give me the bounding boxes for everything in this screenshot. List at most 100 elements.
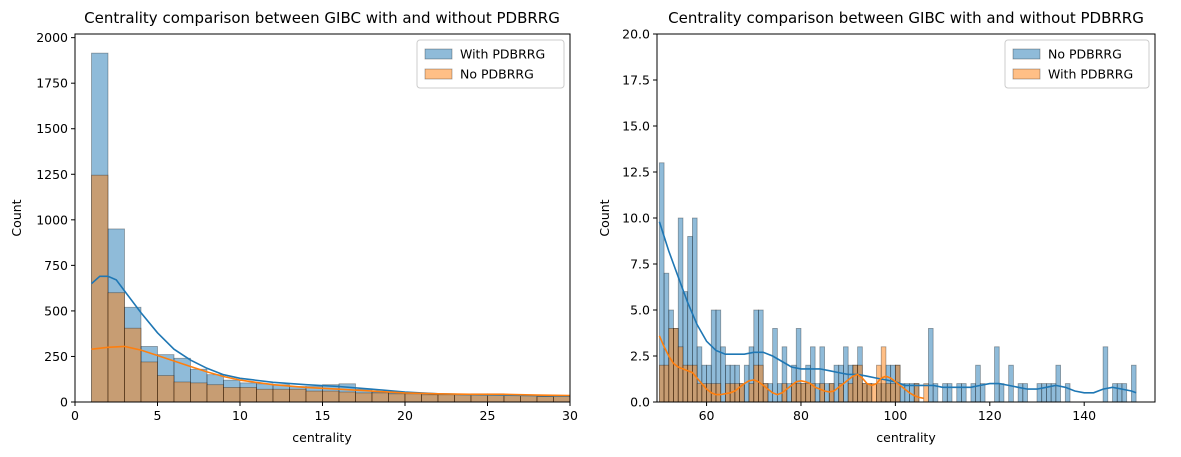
- legend-swatch: [1012, 48, 1041, 60]
- histogram-bar: [696, 383, 703, 403]
- histogram-bar: [923, 383, 929, 403]
- y-tick-label: 1250: [36, 167, 68, 182]
- histogram-bar: [791, 383, 797, 403]
- histogram-bar: [388, 393, 406, 403]
- histogram-bar: [942, 383, 948, 403]
- x-tick-label: 5: [154, 408, 162, 423]
- x-tick-label: 140: [1072, 408, 1096, 423]
- x-tick-label: 20: [397, 408, 413, 423]
- histogram-bar: [847, 383, 854, 403]
- histogram-bar: [421, 394, 439, 403]
- histogram-bar: [852, 364, 859, 403]
- histogram-bar: [404, 393, 422, 403]
- histogram-bar: [961, 383, 967, 403]
- x-tick-label: 80: [793, 408, 809, 423]
- histogram-bar: [956, 383, 962, 403]
- histogram-bar: [91, 174, 109, 403]
- histogram-bar: [833, 364, 840, 403]
- histogram-bar: [1102, 346, 1109, 403]
- x-axis-label: centrality: [292, 430, 352, 445]
- x-tick-label: 25: [480, 408, 496, 423]
- legend-swatch: [1012, 68, 1041, 80]
- histogram-bar: [824, 383, 830, 403]
- histogram-bar: [190, 382, 208, 403]
- y-tick-label: 2.5: [630, 349, 650, 364]
- y-tick-label: 20.0: [622, 27, 650, 42]
- histogram-bar: [1055, 364, 1061, 403]
- chart-right: Centrality comparison between GIBC with …: [597, 9, 1156, 445]
- y-tick-label: 1000: [36, 212, 68, 227]
- histogram-bar: [885, 383, 892, 403]
- histogram-bar: [800, 383, 807, 403]
- x-axis-ticks: 60 80 100 120 140: [699, 402, 1096, 423]
- y-tick-label: 500: [44, 303, 68, 318]
- legend-label: No PDBRRG: [1048, 47, 1122, 62]
- histogram-bar: [805, 383, 811, 403]
- y-tick-label: 10.0: [622, 211, 650, 226]
- x-axis-ticks: 0 5 10 15 20 25 30: [71, 402, 578, 423]
- histogram-bar: [871, 383, 877, 403]
- y-tick-label: 0.0: [630, 395, 650, 410]
- y-tick-label: 17.5: [622, 73, 650, 88]
- y-tick-label: 250: [44, 349, 68, 364]
- histogram-bar: [979, 383, 986, 403]
- histogram-bar: [437, 394, 455, 403]
- chart-title: Centrality comparison between GIBC with …: [668, 9, 1144, 27]
- histogram-bar: [890, 383, 896, 403]
- histogram-bar: [355, 392, 373, 403]
- histogram-bar: [946, 383, 953, 403]
- chart-title: Centrality comparison between GIBC with …: [84, 9, 560, 27]
- histogram-bar: [1008, 364, 1014, 403]
- histogram-bar: [734, 383, 741, 403]
- histogram-bar: [1112, 383, 1118, 403]
- legend-swatch: [424, 48, 453, 60]
- x-tick-label: 60: [699, 408, 715, 423]
- y-tick-label: 1750: [36, 76, 68, 91]
- x-tick-label: 15: [315, 408, 331, 423]
- y-tick-label: 750: [44, 258, 68, 273]
- kde-line: [658, 221, 1137, 394]
- histogram-bar: [715, 383, 722, 403]
- histogram-bar: [223, 387, 241, 403]
- histogram-bar: [994, 346, 1000, 403]
- legend-label: No PDBRRG: [460, 67, 534, 82]
- histogram-bar: [1017, 383, 1024, 403]
- histogram-bar: [520, 395, 538, 403]
- histogram-bar: [1121, 383, 1128, 403]
- histogram-bar: [157, 375, 175, 403]
- legend-label: With PDBRRG: [460, 47, 545, 62]
- histogram-bar: [975, 364, 981, 403]
- kde-line: [91, 345, 571, 397]
- histogram-bar: [677, 346, 684, 403]
- y-tick-label: 15.0: [622, 119, 650, 134]
- legend-box: [416, 39, 565, 89]
- histogram-bar: [795, 383, 802, 403]
- histogram-bar: [338, 391, 356, 403]
- histogram-bar: [880, 346, 887, 403]
- histogram-bar: [454, 394, 472, 403]
- x-axis-label: centrality: [876, 430, 936, 445]
- y-tick-label: 0: [60, 395, 68, 410]
- kde-layer: [90, 275, 571, 397]
- histogram-bar: [748, 383, 755, 403]
- histogram-bar: [663, 364, 670, 403]
- legend-label: With PDBRRG: [1048, 67, 1133, 82]
- histogram-bar: [857, 364, 863, 403]
- histogram-bar: [272, 388, 290, 403]
- histogram-bar: [140, 361, 158, 403]
- y-tick-label: 7.5: [630, 257, 650, 272]
- histogram-bar: [668, 327, 674, 403]
- y-axis-label: Count: [597, 199, 612, 236]
- histogram-bar: [289, 388, 307, 403]
- y-axis-label: Count: [9, 199, 24, 236]
- x-tick-label: 10: [232, 408, 248, 423]
- y-tick-label: 2000: [36, 30, 68, 45]
- histogram-bar: [371, 392, 389, 403]
- histogram-bar: [256, 388, 274, 403]
- histogram-bar: [819, 383, 825, 403]
- histogram-bar: [322, 390, 340, 403]
- histogram-bar: [828, 383, 835, 403]
- histogram-bar: [1064, 383, 1071, 403]
- plot-frame: [656, 33, 1156, 403]
